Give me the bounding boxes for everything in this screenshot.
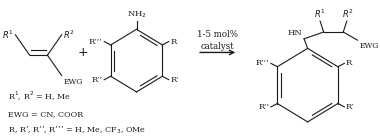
Text: 1-5 mol%: 1-5 mol% — [197, 30, 238, 39]
Text: $R^2$: $R^2$ — [342, 7, 353, 20]
Text: R: R — [346, 59, 352, 67]
Text: EWG: EWG — [359, 42, 379, 50]
Text: R’’: R’’ — [92, 76, 103, 84]
Text: NH$_2$: NH$_2$ — [127, 9, 146, 20]
Text: $R^2$: $R^2$ — [63, 29, 75, 41]
Text: R’: R’ — [171, 76, 179, 84]
Text: R’’’: R’’’ — [256, 59, 269, 67]
Text: EWG = CN, COOR: EWG = CN, COOR — [8, 110, 84, 118]
Text: R’: R’ — [346, 103, 354, 111]
Text: catalyst: catalyst — [201, 42, 234, 51]
Text: R’’: R’’ — [258, 103, 269, 111]
Text: EWG: EWG — [63, 78, 83, 86]
Text: HN: HN — [288, 29, 302, 37]
Text: R’’’: R’’’ — [89, 38, 103, 46]
Text: $R^1$: $R^1$ — [2, 29, 14, 41]
Text: R, R’, R’’, R’’’ = H, Me, CF$_3$, OMe: R, R’, R’’, R’’’ = H, Me, CF$_3$, OMe — [8, 124, 146, 136]
Text: +: + — [78, 46, 89, 59]
Text: $R^1$: $R^1$ — [314, 7, 325, 20]
Text: R$^1$, R$^2$ = H, Me: R$^1$, R$^2$ = H, Me — [8, 89, 71, 103]
Text: R: R — [171, 38, 177, 46]
